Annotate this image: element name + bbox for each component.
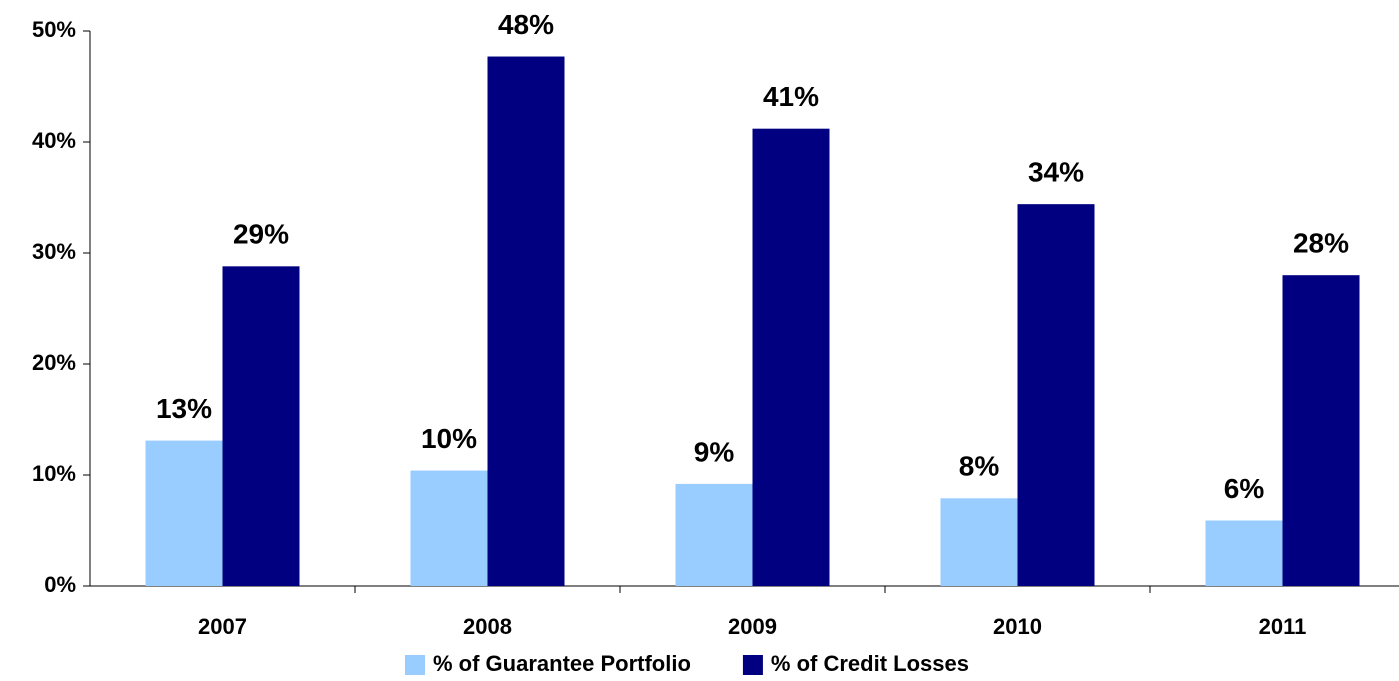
y-tick-label: 40% xyxy=(32,128,76,153)
legend-label: % of Credit Losses xyxy=(771,651,969,676)
y-tick-label: 30% xyxy=(32,239,76,264)
bar xyxy=(410,470,488,586)
bar xyxy=(145,440,223,586)
bar xyxy=(1017,204,1095,586)
value-label: 28% xyxy=(1293,228,1349,259)
y-tick-label: 10% xyxy=(32,461,76,486)
bar xyxy=(1282,275,1360,586)
bar xyxy=(752,128,830,586)
value-label: 6% xyxy=(1224,473,1265,504)
x-tick-label: 2007 xyxy=(198,614,247,639)
bar xyxy=(487,56,565,586)
bar xyxy=(940,498,1018,586)
y-tick-label: 0% xyxy=(44,572,76,597)
y-tick-label: 50% xyxy=(32,17,76,42)
bar xyxy=(675,483,753,586)
value-label: 48% xyxy=(498,9,554,40)
x-tick-label: 2009 xyxy=(728,614,777,639)
legend-swatch xyxy=(742,655,763,675)
value-label: 13% xyxy=(156,393,212,424)
value-label: 9% xyxy=(694,436,735,467)
bar xyxy=(1205,520,1283,586)
x-tick-label: 2010 xyxy=(993,614,1042,639)
value-label: 29% xyxy=(233,219,289,250)
value-label: 10% xyxy=(421,423,477,454)
x-tick-label: 2011 xyxy=(1259,614,1307,639)
value-label: 41% xyxy=(763,81,819,112)
x-tick-label: 2008 xyxy=(463,614,512,639)
legend-label: % of Guarantee Portfolio xyxy=(433,651,691,676)
bar xyxy=(222,266,300,586)
legend-swatch xyxy=(405,655,425,675)
y-tick-label: 20% xyxy=(32,350,76,375)
value-label: 8% xyxy=(959,451,1000,482)
value-label: 34% xyxy=(1028,157,1084,188)
